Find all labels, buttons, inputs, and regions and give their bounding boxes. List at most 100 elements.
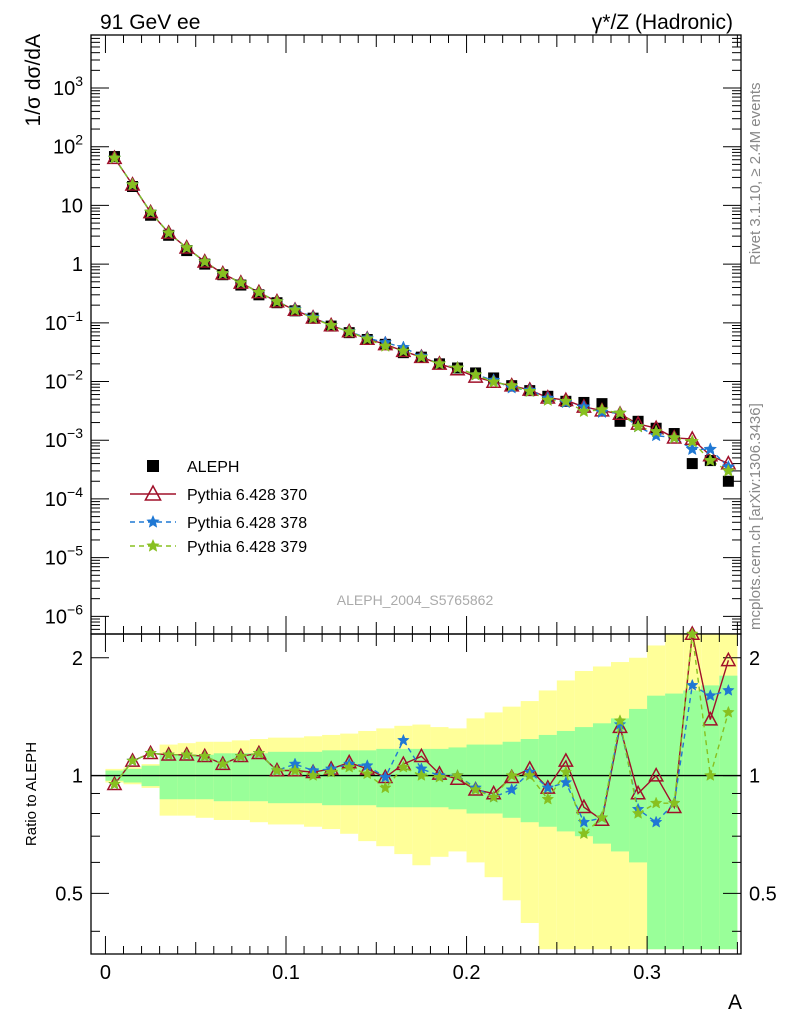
ratio-point-pythia-379 [342,760,356,773]
ratio-point-pythia-378 [397,733,410,746]
main-ylabel: 1/σ dσ/dA [22,34,45,126]
data-point-pythia-379 [504,378,519,392]
data-point-pythia-370 [377,335,394,351]
ratio-point-pythia-370 [648,766,665,782]
data-point-pythia-378 [685,442,700,456]
uncertainty-band-inner [267,751,286,804]
uncertainty-band-inner [466,744,485,814]
y-tick-label: 103 [53,73,83,100]
ratio-point-pythia-378 [559,775,573,788]
data-point-aleph [722,475,734,487]
ratio-point-pythia-379 [144,746,157,759]
ratio-point-pythia-379 [523,768,537,781]
legend-marker-pythia-379 [146,538,160,552]
y-tick-label: 102 [53,132,83,159]
data-point-pythia-379 [197,254,212,268]
ratio-ylabel: Ratio to ALEPH [23,742,40,846]
legend-label: ALEPH [187,459,239,476]
data-point-pythia-379 [107,150,122,164]
data-point-pythia-378 [649,428,663,442]
header-right: γ*/Z (Hadronic) [592,11,733,34]
data-point-aleph [614,415,626,427]
uncertainty-band-inner [358,750,377,806]
ratio-point-pythia-379 [577,827,591,840]
data-point-pythia-379 [324,318,338,332]
ratio-frame [90,633,742,955]
y-tick-label: 10−6 [45,601,83,628]
ratio-point-pythia-379 [198,749,212,762]
data-point-pythia-379 [450,360,465,374]
data-point-pythia-379 [613,405,627,419]
ratio-point-pythia-378 [378,770,392,783]
ratio-point-pythia-379 [649,796,663,809]
uncertainty-band-inner [665,693,684,950]
uncertainty-band-inner [683,690,702,950]
data-point-pythia-378 [703,442,718,456]
uncertainty-band-inner [322,750,341,806]
ratio-point-pythia-379 [234,749,248,762]
data-point-pythia-379 [252,285,266,299]
y-tick-label: 1 [72,254,83,276]
y-tick-label: 10−1 [45,308,83,335]
ratio-point-pythia-370 [503,768,520,784]
y-tick-label: 10−5 [45,543,83,570]
data-point-pythia-379 [432,356,447,370]
ratio-point-pythia-379 [360,767,374,780]
header-left: 91 GeV ee [100,11,200,34]
ratio-y-tick-label-right: 0.5 [749,883,777,905]
ratio-point-pythia-379 [541,792,555,805]
ratio-point-pythia-378 [541,781,555,794]
watermark: ALEPH_2004_S5765862 [337,592,494,608]
uncertainty-band-inner [231,753,250,802]
ratio-point-pythia-379 [162,748,175,761]
ratio-y-tick-label: 2 [72,648,83,670]
ratio-point-pythia-379 [451,768,464,781]
legend-label: Pythia 6.428 378 [187,515,307,532]
mcplots-label: mcplots.cern.ch [arXiv:1306.3436] [747,403,764,630]
data-point-pythia-379 [595,402,609,416]
legend-label: Pythia 6.428 379 [187,539,307,556]
data-point-pythia-379 [215,266,230,280]
ratio-point-pythia-379 [433,770,446,783]
x-tick-label: 0.2 [453,962,481,984]
legend: ALEPH Pythia 6.428 370 Pythia 6.428 378 Pyt… [130,459,307,556]
ratio-point-pythia-379 [306,768,320,781]
data-point-pythia-379 [143,204,158,218]
series-line [113,157,729,472]
data-point-pythia-379 [486,374,501,388]
uncertainty-band-inner [159,754,178,800]
y-tick-label: 10−4 [45,484,83,511]
data-point-pythia-379 [396,343,411,357]
data-point-aleph [686,458,698,470]
ratio-point-pythia-379 [415,768,428,781]
ratio-point-pythia-379 [667,796,681,809]
ratio-point-pythia-378 [505,783,519,796]
data-point-pythia-370 [467,368,484,383]
legend-marker-pythia-370 [144,484,162,501]
ratio-point-pythia-379 [324,765,338,778]
y-tick-label: 10−3 [45,425,83,452]
data-point-pythia-379 [414,350,429,363]
ratio-point-pythia-379 [288,763,302,776]
ratio-point-pythia-379 [613,714,627,727]
data-point-pythia-379 [559,394,573,408]
data-point-pythia-379 [360,331,375,345]
uncertainty-band-inner [611,718,630,852]
x-tick-label: 0 [100,962,111,984]
ratio-point-pythia-378 [649,815,663,828]
ratio-point-pythia-379 [631,806,645,819]
ratio-series-line [113,633,730,822]
legend-label: Pythia 6.428 370 [187,487,307,504]
data-point-pythia-379 [631,419,645,433]
data-point-pythia-379 [577,404,591,418]
uncertainty-band-inner [249,753,268,802]
data-point-pythia-379 [234,275,248,289]
uncertainty-band-inner [286,751,305,804]
ratio-point-pythia-379 [108,777,121,790]
ratio-point-pythia-378 [703,689,717,702]
ratio-point-pythia-378 [722,683,735,696]
data-point-pythia-379 [270,294,284,308]
ratio-point-pythia-379 [378,781,392,794]
data-point-pythia-379 [468,367,483,381]
